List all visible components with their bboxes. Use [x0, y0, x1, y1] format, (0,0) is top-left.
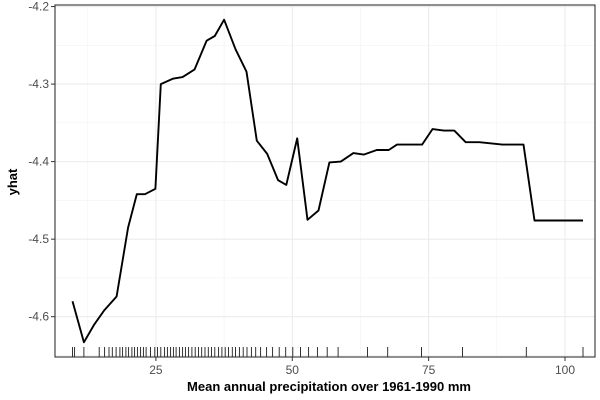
y-tick-label: -4.5 — [28, 232, 49, 246]
y-tick-label: -4.6 — [28, 310, 49, 324]
y-tick-label: -4.4 — [28, 155, 49, 169]
panel-border — [54, 4, 596, 358]
series-line — [71, 18, 583, 344]
x-tick-label: 75 — [422, 363, 436, 377]
y-axis-title: yhat — [5, 168, 20, 195]
x-axis-ticks: 25 50 75 100 — [149, 357, 575, 377]
grid-major — [55, 5, 595, 357]
grid-minor — [55, 5, 595, 357]
y-tick-label: -4.2 — [28, 0, 49, 14]
x-tick-label: 50 — [286, 363, 300, 377]
y-tick-label: -4.3 — [28, 77, 49, 91]
y-axis-ticks: -4.2 -4.3 -4.4 -4.5 -4.6 — [28, 0, 55, 324]
x-tick-label: 100 — [555, 363, 575, 377]
x-axis-title: Mean annual precipitation over 1961-1990… — [187, 379, 471, 394]
x-tick-label: 25 — [149, 363, 163, 377]
series-group — [71, 18, 583, 344]
rug-marks — [72, 347, 584, 357]
